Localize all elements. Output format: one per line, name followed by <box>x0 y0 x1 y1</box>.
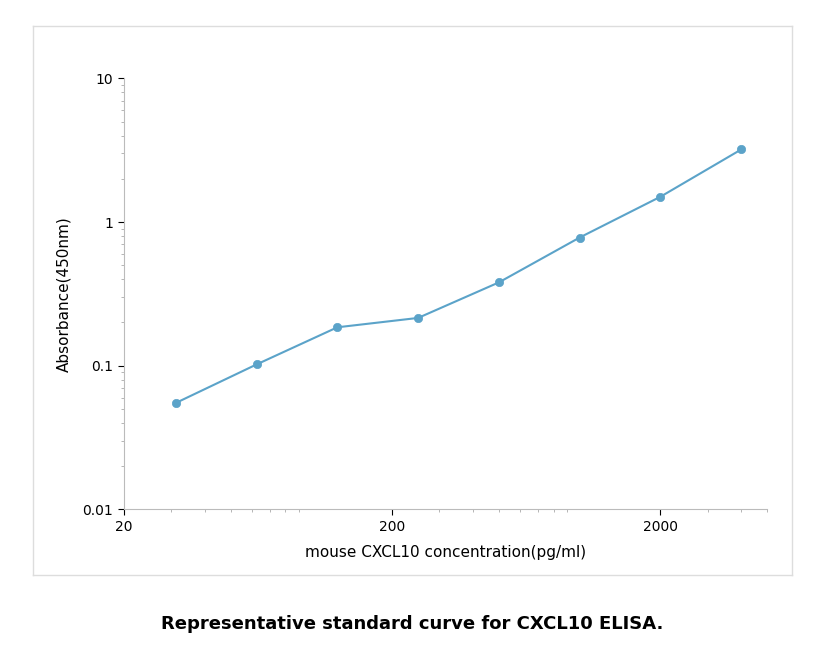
X-axis label: mouse CXCL10 concentration(pg/ml): mouse CXCL10 concentration(pg/ml) <box>305 545 586 560</box>
Text: Representative standard curve for CXCL10 ELISA.: Representative standard curve for CXCL10… <box>162 614 663 633</box>
Y-axis label: Absorbance(450nm): Absorbance(450nm) <box>56 216 72 372</box>
